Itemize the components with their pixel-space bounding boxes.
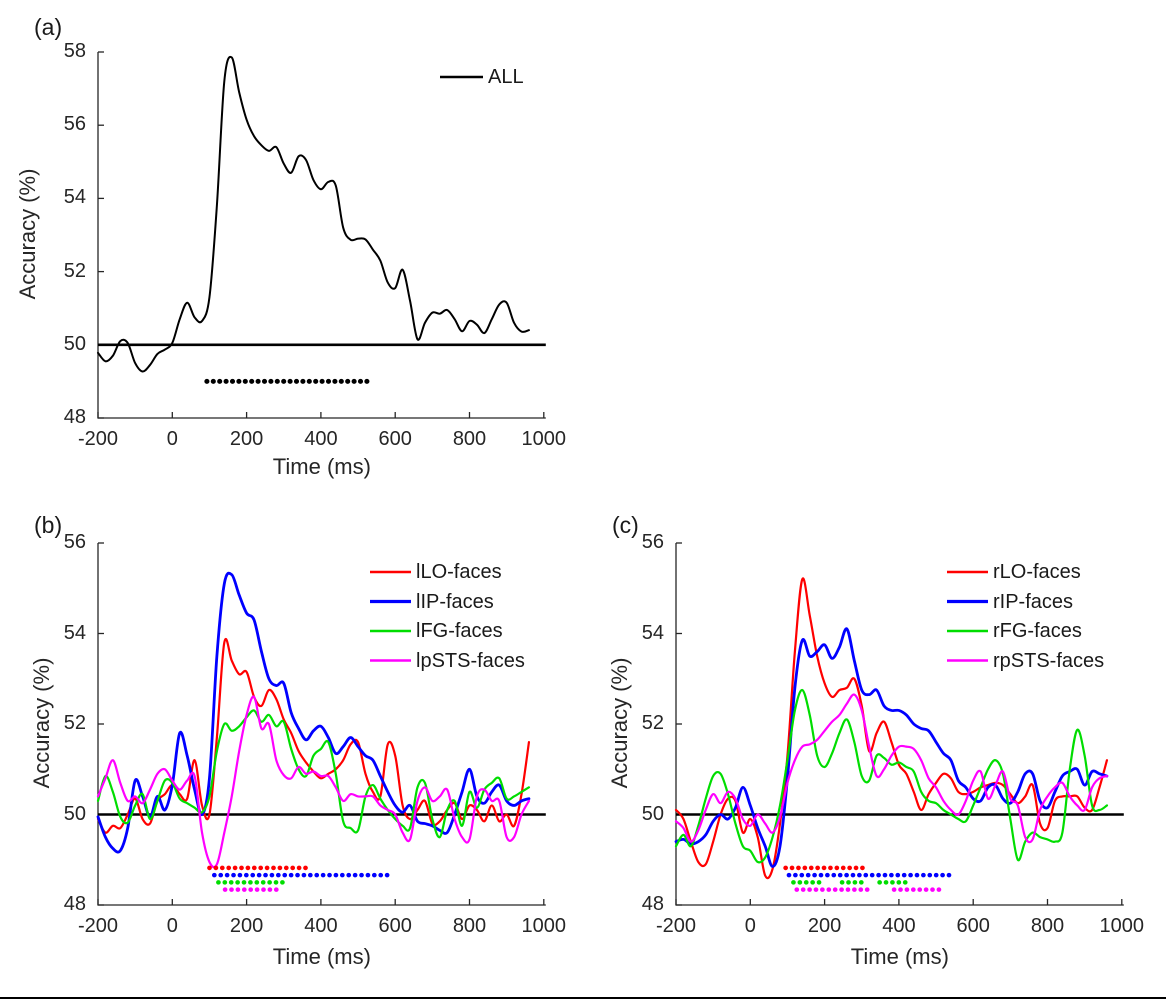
panel-c-letter: (c): [612, 512, 639, 538]
panel-b-x-tick-label: 400: [304, 915, 338, 937]
panel-c-x-tick-label: 600: [956, 915, 990, 937]
panel-c-x-tick-label: 1000: [1099, 915, 1145, 937]
legend-label-rLO-faces: rLO-faces: [993, 561, 1081, 583]
panel-a-y-tick-label: 48: [63, 406, 86, 428]
panel-c-y-tick-label: 52: [641, 712, 664, 734]
panel-b-y-tick-label: 48: [63, 893, 86, 915]
legend-label-rIP-faces: rIP-faces: [993, 590, 1074, 613]
series-line-rLO-faces: [674, 577, 1109, 880]
panel-a-x-tick-label: 200: [229, 428, 264, 450]
panel-a-x-tick-label: 0: [166, 428, 178, 450]
legend-label-lIP-faces: lIP-faces: [416, 590, 494, 613]
panel-a-x-tick-label: 800: [452, 428, 487, 450]
panel-c-y-tick-label: 56: [641, 531, 664, 553]
panel-b-letter: (b): [34, 512, 63, 538]
panel-b-y-tick-label: 56: [63, 531, 86, 553]
panel-c-x-axis-label: Time (ms): [850, 944, 949, 969]
panel-b-x-tick-label: 200: [229, 915, 264, 937]
figure-bottom-rule: [0, 997, 1166, 999]
panel-c-y-tick-label: 54: [641, 621, 664, 644]
series-line-ALL: [97, 55, 530, 373]
series-line-rFG-faces: [674, 688, 1109, 864]
legend-label-lLO-faces: lLO-faces: [416, 561, 502, 583]
panel-b-x-axis-label: Time (ms): [272, 944, 371, 969]
panel-c-y-tick-label: 48: [641, 893, 664, 915]
panel-b-x-tick-label: -200: [77, 915, 119, 937]
panel-c-x-tick-label: 800: [1030, 915, 1065, 937]
panel-c-x-tick-label: 400: [882, 915, 916, 937]
series-line-lpSTS-faces: [96, 695, 531, 869]
panel-c-y-tick-label: 50: [641, 802, 664, 825]
panel-c-x-tick-label: -200: [655, 915, 697, 937]
panel-a-letter: (a): [34, 14, 63, 40]
series-line-lFG-faces: [96, 709, 531, 839]
panel-b-y-tick-label: 52: [63, 712, 86, 734]
panel-b-x-tick-label: 800: [452, 915, 487, 937]
series-line-rpSTS-faces: [674, 693, 1109, 844]
legend-label-lpSTS-faces: lpSTS-faces: [416, 649, 525, 672]
series-line-lIP-faces: [96, 571, 531, 854]
panel-a-x-tick-label: 600: [378, 428, 412, 450]
panel-a-y-tick-label: 50: [63, 332, 86, 355]
panel-a-x-tick-label: 400: [304, 428, 338, 450]
panel-a-x-axis-label: Time (ms): [272, 454, 371, 479]
panel-a-y-tick-label: 54: [63, 186, 86, 209]
panel-a-x-tick-label: 1000: [521, 428, 567, 450]
panel-b-x-tick-label: 600: [378, 915, 412, 937]
legend-label-rFG-faces: rFG-faces: [993, 620, 1082, 642]
legend-label-ALL: ALL: [488, 66, 524, 88]
panel-c-x-tick-label: 0: [744, 915, 756, 937]
legend-label-lFG-faces: lFG-faces: [416, 620, 503, 642]
series-line-rIP-faces: [674, 627, 1109, 868]
panel-c-x-tick-label: 200: [807, 915, 842, 937]
panel-b-y-tick-label: 54: [63, 621, 86, 644]
legend-label-rpSTS-faces: rpSTS-faces: [993, 649, 1105, 672]
panel-a-y-tick-label: 56: [63, 113, 86, 136]
panel-b-x-tick-label: 0: [166, 915, 178, 937]
panel-b-y-tick-label: 50: [63, 802, 86, 825]
panel-a-axes: [97, 52, 546, 419]
panel-a-y-tick-label: 58: [63, 40, 86, 62]
panel-a-x-tick-label: -200: [77, 428, 119, 450]
panel-b-x-tick-label: 1000: [521, 915, 567, 937]
panel-a-y-tick-label: 52: [63, 259, 86, 282]
